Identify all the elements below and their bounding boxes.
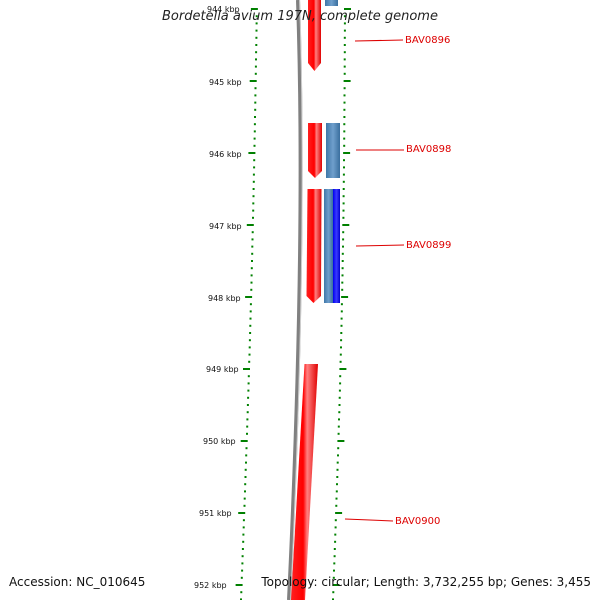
scale-label: 947 kbp	[209, 222, 242, 231]
other-features	[324, 0, 340, 303]
blue-feature-2[interactable]	[326, 123, 340, 178]
scale-labels: 944 kbp 945 kbp 946 kbp 947 kbp 948 kbp …	[194, 5, 242, 590]
gene-bav0896[interactable]	[308, 0, 321, 71]
scale-label: 945 kbp	[209, 78, 242, 87]
scale-label: 952 kbp	[194, 581, 227, 590]
gene-label-bav0898[interactable]: BAV0898	[406, 144, 451, 155]
leader-bav0896	[354, 39, 404, 42]
accession-text: Accession: NC_010645	[9, 575, 146, 589]
scale-ticks-inner	[235, 8, 258, 600]
gene-bav0899[interactable]	[306, 189, 322, 303]
gene-label-leaders	[344, 39, 405, 522]
gene-bav0900[interactable]	[291, 364, 318, 600]
leader-bav0900	[344, 518, 394, 522]
scale-label: 950 kbp	[203, 437, 236, 446]
scale-label: 948 kbp	[208, 294, 241, 303]
blue-feature-3[interactable]	[333, 189, 340, 303]
blue-feature-1[interactable]	[325, 0, 338, 6]
gene-label-bav0899[interactable]: BAV0899	[406, 240, 451, 251]
genome-title: Bordetella avium 197N, complete genome	[162, 9, 438, 24]
topology-text: Topology: circular; Length: 3,732,255 bp…	[261, 575, 591, 589]
gene-label-bav0900[interactable]: BAV0900	[395, 516, 440, 527]
scale-label: 946 kbp	[209, 150, 242, 159]
gene-bav0898[interactable]	[308, 123, 322, 178]
scale-ticks-outer	[332, 8, 351, 600]
scale-label: 944 kbp	[207, 5, 240, 14]
gene-features	[291, 0, 322, 600]
genome-backbone-highlight	[290, 0, 303, 600]
genome-backbone	[287, 0, 303, 600]
scale-label: 949 kbp	[206, 365, 239, 374]
blue-feature-2b[interactable]	[324, 189, 333, 303]
gene-label-bav0896[interactable]: BAV0896	[405, 35, 450, 46]
scale-label: 951 kbp	[199, 509, 232, 518]
gene-labels: BAV0896 BAV0898 BAV0899 BAV0900	[395, 35, 451, 527]
leader-bav0899	[355, 244, 405, 247]
